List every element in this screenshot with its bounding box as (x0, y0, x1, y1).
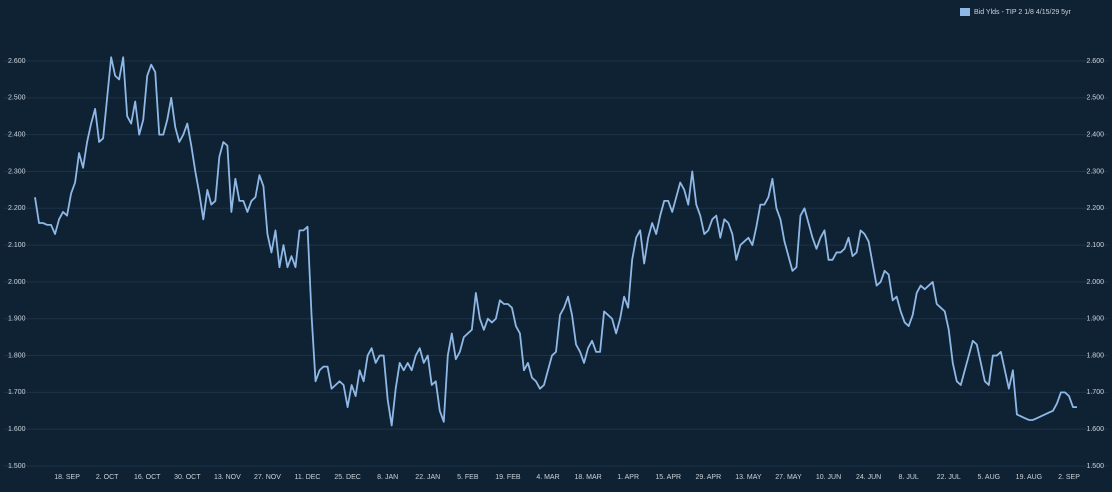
x-tick-label: 30. OCT (174, 474, 201, 481)
y2-tick-label: 2.100 (1086, 242, 1104, 249)
y2-tick-label: 2.200 (1086, 205, 1104, 212)
y2-tick-label: 1.800 (1086, 352, 1104, 359)
y-tick-label: 2.400 (8, 131, 26, 138)
x-tick-label: 29. APR (695, 474, 721, 481)
y-tick-label: 2.000 (8, 279, 26, 286)
legend-swatch (960, 8, 970, 16)
series-line (34, 56, 1077, 427)
x-tick-label: 4. MAR (536, 474, 559, 481)
y-tick-label: 1.800 (8, 352, 26, 359)
legend-label: Bid Ylds - TIP 2 1/8 4/15/29 5yr (974, 9, 1072, 16)
x-tick-label: 22. JAN (415, 474, 440, 481)
y2-tick-label: 2.600 (1086, 58, 1104, 65)
x-tick-label: 22. JUL (937, 474, 961, 481)
y2-tick-label: 1.900 (1086, 316, 1104, 323)
x-tick-label: 2. OCT (96, 474, 119, 481)
x-tick-label: 13. NOV (214, 474, 241, 481)
y2-tick-label: 1.700 (1086, 389, 1104, 396)
x-tick-label: 5. FEB (457, 474, 479, 481)
y-tick-label: 2.200 (8, 205, 26, 212)
x-tick-label: 19. FEB (495, 474, 521, 481)
y-tick-label: 2.600 (8, 58, 26, 65)
x-tick-label: 13. MAY (735, 474, 762, 481)
x-tick-label: 11. DEC (295, 474, 321, 481)
y-tick-label: 2.300 (8, 168, 26, 175)
x-tick-label: 18. MAR (574, 474, 601, 481)
x-tick-label: 1. APR (617, 474, 639, 481)
x-tick-label: 2. SEP (1058, 474, 1080, 481)
x-tick-label: 8. JAN (377, 474, 398, 481)
legend: Bid Ylds - TIP 2 1/8 4/15/29 5yr (960, 8, 1072, 16)
x-tick-label: 25. DEC (334, 474, 360, 481)
x-tick-label: 16. OCT (134, 474, 161, 481)
x-tick-label: 18. SEP (54, 474, 80, 481)
y2-tick-label: 1.600 (1086, 426, 1104, 433)
x-tick-label: 27. NOV (254, 474, 281, 481)
y-tick-label: 1.700 (8, 389, 26, 396)
x-tick-label: 27. MAY (775, 474, 802, 481)
y2-tick-label: 2.300 (1086, 168, 1104, 175)
x-tick-label: 19. AUG (1016, 474, 1042, 481)
x-tick-label: 10. JUN (816, 474, 841, 481)
y-tick-label: 1.600 (8, 426, 26, 433)
y2-tick-label: 2.400 (1086, 131, 1104, 138)
x-tick-label: 24. JUN (856, 474, 881, 481)
y-tick-label: 2.100 (8, 242, 26, 249)
y-tick-label: 1.500 (8, 463, 26, 470)
y-tick-label: 2.500 (8, 95, 26, 102)
y-tick-label: 1.900 (8, 316, 26, 323)
x-tick-label: 8. JUL (899, 474, 919, 481)
x-tick-label: 15. APR (655, 474, 681, 481)
y2-tick-label: 2.000 (1086, 279, 1104, 286)
x-tick-label: 5. AUG (978, 474, 1001, 481)
y2-tick-label: 1.500 (1086, 463, 1104, 470)
y2-tick-label: 2.500 (1086, 95, 1104, 102)
